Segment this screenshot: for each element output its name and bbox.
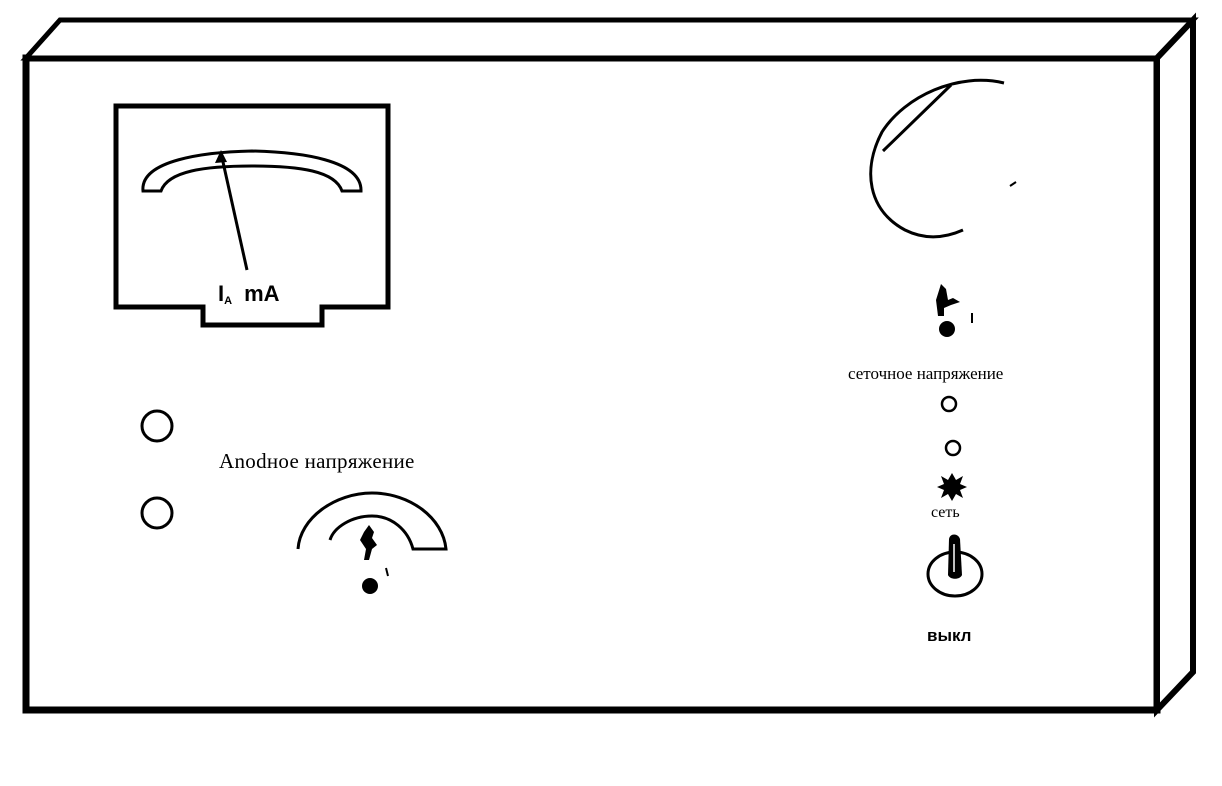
- switch-off-label: выкл: [927, 626, 972, 645]
- meter-unit: mA: [244, 281, 280, 306]
- meter-scale-arc: [141, 149, 363, 193]
- grid-voltage-knob[interactable]: [869, 78, 1017, 337]
- power-toggle-switch[interactable]: [926, 534, 984, 598]
- grid-socket-1: [940, 395, 958, 413]
- anode-knob-pointer: [360, 525, 377, 560]
- anode-knob-scale: [296, 491, 448, 551]
- meter-label: IA mA: [218, 283, 280, 307]
- toggle-lever: [948, 534, 962, 579]
- anode-knob-dot: [362, 578, 378, 594]
- grid-knob-dot: [939, 321, 955, 337]
- anode-socket-1: [140, 409, 174, 443]
- ammeter: [113, 103, 391, 328]
- meter-needle-tip: [215, 150, 227, 163]
- grid-knob-dial: [869, 78, 1005, 239]
- anode-voltage-label: Anodное напряжение: [219, 449, 415, 473]
- meter-symbol: I: [218, 281, 225, 306]
- mains-indicator-lamp: [937, 473, 967, 501]
- meter-subscript: A: [224, 295, 233, 307]
- mains-label: сеть: [931, 504, 960, 521]
- anode-socket-2: [140, 496, 174, 530]
- grid-knob-pointer: [936, 284, 960, 316]
- meter-needle: [219, 152, 249, 271]
- grid-socket-2: [944, 439, 962, 457]
- anode-voltage-knob[interactable]: [296, 491, 448, 594]
- grid-voltage-label: сеточное напряжение: [848, 364, 1004, 383]
